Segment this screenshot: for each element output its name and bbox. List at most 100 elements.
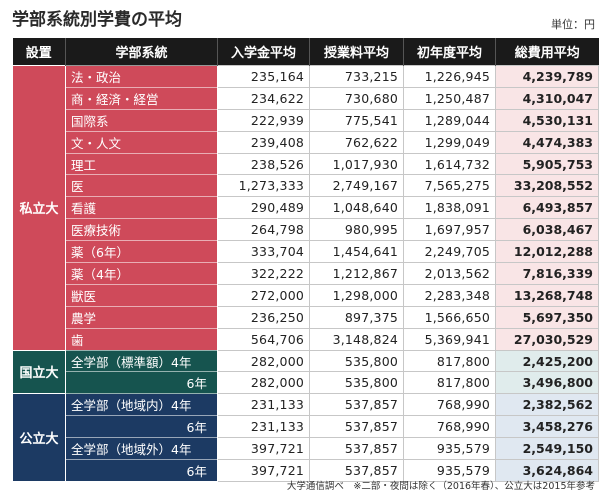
total-cell: 12,012,288 [495,240,599,264]
admission-cell: 564,706 [217,327,310,351]
table-row: 歯 564,706 3,148,824 5,369,941 27,030,529 [13,327,599,351]
admission-cell: 282,000 [217,349,310,373]
first-year-cell: 1,226,945 [403,65,496,88]
faculty-cell: 商・経済・経営 [65,86,218,110]
tuition-cell: 1,212,867 [309,262,404,285]
table-row: 私立大 法・政治 235,164 733,215 1,226,945 4,239,789 [12,65,599,351]
header-setting: 設置 [12,38,66,66]
faculty-cell: 全学部（標準額）4年 [65,349,218,373]
faculty-cell: 6年 [65,371,218,395]
table-row: 薬（4年） 322,222 1,212,867 2,013,562 7,816,339 [13,262,599,285]
table-row: 文・人文 239,408 762,622 1,299,049 4,474,383 [13,130,599,154]
faculty-cell: 医療技術 [65,218,218,242]
tuition-cell: 537,857 [309,459,404,482]
first-year-cell: 1,250,487 [403,86,496,110]
footnote: 大学通信調べ ※二部・夜間は除く（2016年春）、公立大は2015年参考 [286,481,595,492]
total-cell: 3,624,864 [495,459,599,482]
total-cell: 27,030,529 [495,327,599,351]
table-row: 6年 282,000 535,800 817,800 3,496,800 [13,371,599,395]
tuition-cell: 730,680 [309,86,404,110]
table-row: 看護 290,489 1,048,640 1,838,091 6,493,857 [13,196,599,220]
admission-cell: 333,704 [217,240,310,264]
table-row: 公立大 全学部（地域内）4年 231,133 537,857 768,990 2,382,… [12,393,599,482]
first-year-cell: 1,614,732 [403,152,496,176]
header-row: 設置 学部系統 入学金平均 授業料平均 初年度平均 総費用平均 [12,38,599,66]
tuition-cell: 1,017,930 [309,152,404,176]
total-cell: 4,530,131 [495,108,599,132]
faculty-cell: 国際系 [65,108,218,132]
total-cell: 6,493,857 [495,196,599,220]
first-year-cell: 1,566,650 [403,305,496,329]
admission-cell: 264,798 [217,218,310,242]
admission-cell: 238,526 [217,152,310,176]
total-cell: 3,458,276 [495,415,599,439]
admission-cell: 231,133 [217,415,310,439]
table-row: 6年 231,133 537,857 768,990 3,458,276 [13,415,599,439]
total-cell: 3,496,800 [495,371,599,395]
first-year-cell: 7,565,275 [403,174,496,198]
setting-cell: 公立大 [12,393,66,482]
admission-cell: 236,250 [217,305,310,329]
total-cell: 4,239,789 [495,65,599,88]
faculty-cell: 文・人文 [65,130,218,154]
faculty-cell: 医 [65,174,218,198]
tuition-cell: 535,800 [309,371,404,395]
setting-cell: 私立大 [12,65,66,351]
admission-cell: 290,489 [217,196,310,220]
total-cell: 4,474,383 [495,130,599,154]
tuition-table: 設置 学部系統 入学金平均 授業料平均 初年度平均 総費用平均 私立大 法・政治 2… [12,38,599,482]
first-year-cell: 768,990 [403,393,496,417]
table-row: 理工 238,526 1,017,930 1,614,732 5,905,753 [13,152,599,176]
admission-cell: 1,273,333 [217,174,310,198]
table-row: 国立大 全学部（標準額）4年 282,000 535,800 817,800 2,425,… [12,349,599,395]
first-year-cell: 935,579 [403,437,496,461]
total-cell: 33,208,552 [495,174,599,198]
total-cell: 5,905,753 [495,152,599,176]
admission-cell: 282,000 [217,371,310,395]
first-year-cell: 1,289,044 [403,108,496,132]
first-year-cell: 935,579 [403,459,496,482]
header-faculty: 学部系統 [65,38,218,66]
tuition-cell: 775,541 [309,108,404,132]
admission-cell: 234,622 [217,86,310,110]
admission-cell: 272,000 [217,283,310,307]
admission-cell: 231,133 [217,393,310,417]
first-year-cell: 1,299,049 [403,130,496,154]
tuition-cell: 1,454,641 [309,240,404,264]
table-row: 商・経済・経営 234,622 730,680 1,250,487 4,310,047 [13,86,599,110]
total-cell: 2,549,150 [495,437,599,461]
admission-cell: 235,164 [217,65,310,88]
total-cell: 5,697,350 [495,305,599,329]
first-year-cell: 768,990 [403,415,496,439]
admission-cell: 397,721 [217,459,310,482]
faculty-cell: 獣医 [65,283,218,307]
tuition-cell: 1,048,640 [309,196,404,220]
tuition-cell: 2,749,167 [309,174,404,198]
page-title: 学部系統別学費の平均 [12,10,182,30]
table-row: 医 1,273,333 2,749,167 7,565,275 33,208,552 [13,174,599,198]
first-year-cell: 817,800 [403,349,496,373]
tuition-cell: 1,298,000 [309,283,404,307]
table-row: 医療技術 264,798 980,995 1,697,957 6,038,467 [13,218,599,242]
tuition-cell: 733,215 [309,65,404,88]
first-year-cell: 1,697,957 [403,218,496,242]
first-year-cell: 1,838,091 [403,196,496,220]
admission-cell: 222,939 [217,108,310,132]
first-year-cell: 2,283,348 [403,283,496,307]
table-row: 6年 397,721 537,857 935,579 3,624,864 [13,459,599,482]
table-row: 全学部（地域外）4年 397,721 537,857 935,579 2,549,150 [13,437,599,461]
tuition-cell: 980,995 [309,218,404,242]
total-cell: 2,425,200 [495,349,599,373]
first-year-cell: 5,369,941 [403,327,496,351]
header-tuition: 授業料平均 [309,38,404,66]
tuition-cell: 537,857 [309,415,404,439]
admission-cell: 397,721 [217,437,310,461]
faculty-cell: 薬（4年） [65,262,218,285]
faculty-cell: 全学部（地域外）4年 [65,437,218,461]
total-cell: 6,038,467 [495,218,599,242]
faculty-cell: 6年 [65,459,218,482]
total-cell: 4,310,047 [495,86,599,110]
faculty-cell: 法・政治 [65,65,218,88]
faculty-cell: 農学 [65,305,218,329]
header-admission: 入学金平均 [217,38,310,66]
